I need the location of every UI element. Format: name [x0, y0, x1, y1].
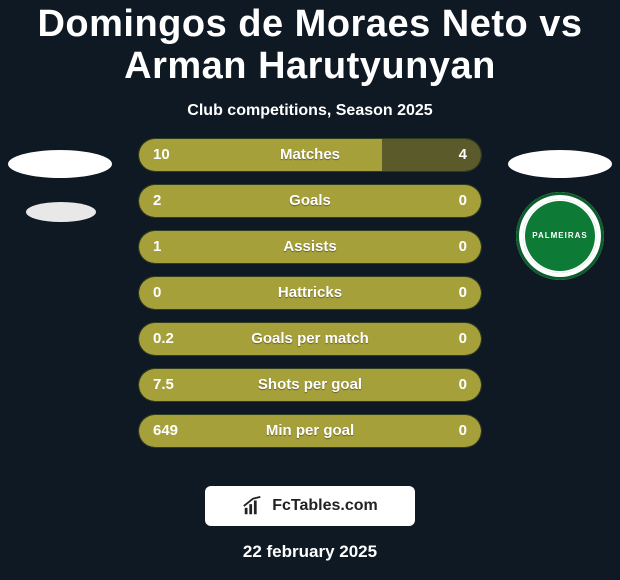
club-crest: PALMEIRAS [516, 192, 604, 280]
stat-left-value: 0.2 [153, 330, 174, 347]
stat-right-value: 0 [459, 422, 467, 439]
stat-label: Goals per match [251, 330, 369, 347]
stat-row-goals: 2 Goals 0 [138, 184, 482, 218]
stat-right-value: 0 [459, 192, 467, 209]
stat-right-value: 4 [459, 146, 467, 163]
stat-row-assists: 1 Assists 0 [138, 230, 482, 264]
player-left-badge-1 [8, 150, 112, 178]
page-title: Domingos de Moraes Neto vs Arman Harutyu… [0, 0, 620, 88]
stat-left-value: 7.5 [153, 376, 174, 393]
stat-row-matches: 10 Matches 4 [138, 138, 482, 172]
stat-left-value: 0 [153, 284, 161, 301]
footer-date: 22 february 2025 [0, 542, 620, 562]
stat-label: Matches [280, 146, 340, 163]
stat-rows: 10Matches42Goals01Assists00Hattricks00.2… [138, 138, 482, 448]
stat-label: Goals [289, 192, 331, 209]
stat-label: Hattricks [278, 284, 342, 301]
stat-left-value: 10 [153, 146, 170, 163]
stat-label: Min per goal [266, 422, 354, 439]
stat-right-value: 0 [459, 238, 467, 255]
brand-text: FcTables.com [272, 497, 378, 515]
brand-badge: FcTables.com [205, 486, 415, 526]
brand-icon [242, 495, 264, 517]
stat-left-value: 1 [153, 238, 161, 255]
subtitle: Club competitions, Season 2025 [0, 102, 620, 120]
stat-right-value: 0 [459, 376, 467, 393]
comparison-panel: PALMEIRAS 10 Matches 4 2 Goals 0 1 Assists 0 0 Hat… [0, 138, 620, 468]
stat-right-value: 0 [459, 330, 467, 347]
player-left-badge-2 [26, 202, 96, 222]
stat-row-shots-per-goal: 7.5 Shots per goal 0 [138, 368, 482, 402]
stat-left-value: 649 [153, 422, 178, 439]
stat-left-value: 2 [153, 192, 161, 209]
stat-label: Shots per goal [258, 376, 362, 393]
stat-row-goals-per-match: 0.2 Goals per match 0 [138, 322, 482, 356]
stat-row-hattricks: 0 Hattricks 0 [138, 276, 482, 310]
stat-row-min-per-goal: 649 Min per goal 0 [138, 414, 482, 448]
player-right-badge-1 [508, 150, 612, 178]
stat-right-value: 0 [459, 284, 467, 301]
stat-label: Assists [283, 238, 336, 255]
club-crest-label: PALMEIRAS [532, 231, 588, 240]
